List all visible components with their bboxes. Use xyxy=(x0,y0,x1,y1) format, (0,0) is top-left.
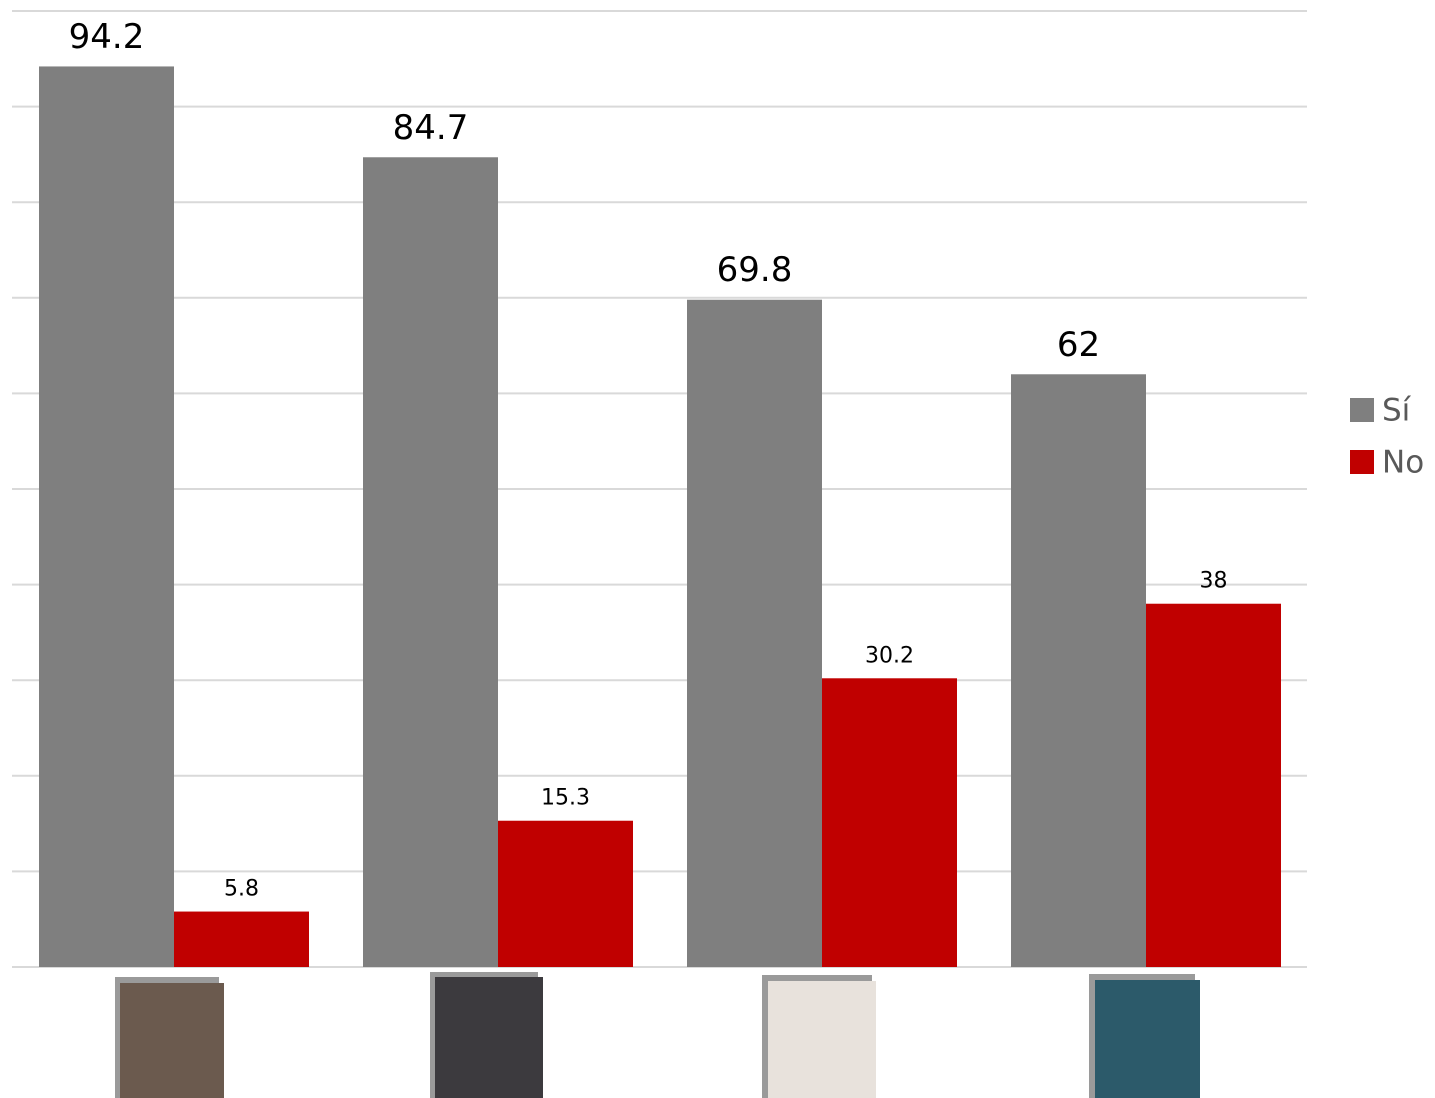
bar xyxy=(174,911,309,967)
value-label: 84.7 xyxy=(393,108,469,148)
bar xyxy=(822,678,957,967)
legend-label: Sí xyxy=(1382,393,1412,429)
photo xyxy=(120,983,224,1098)
value-label: 69.8 xyxy=(717,250,793,290)
photos xyxy=(115,972,1200,1098)
bar xyxy=(1146,603,1281,967)
photo xyxy=(1095,980,1200,1098)
legend-label: No xyxy=(1382,445,1424,481)
value-label: 38 xyxy=(1200,569,1228,594)
value-label: 94.2 xyxy=(69,17,145,57)
bar xyxy=(498,820,633,967)
value-label: 62 xyxy=(1057,325,1100,365)
value-label: 5.8 xyxy=(224,877,259,902)
value-label: 15.3 xyxy=(541,786,590,811)
bar xyxy=(363,157,498,967)
legend-swatch xyxy=(1350,450,1374,474)
photo xyxy=(435,977,543,1098)
legend-swatch xyxy=(1350,398,1374,422)
value-label: 30.2 xyxy=(865,643,914,668)
bar xyxy=(1011,374,1146,967)
photo xyxy=(768,981,876,1098)
bar xyxy=(39,66,174,967)
bar xyxy=(687,299,822,967)
